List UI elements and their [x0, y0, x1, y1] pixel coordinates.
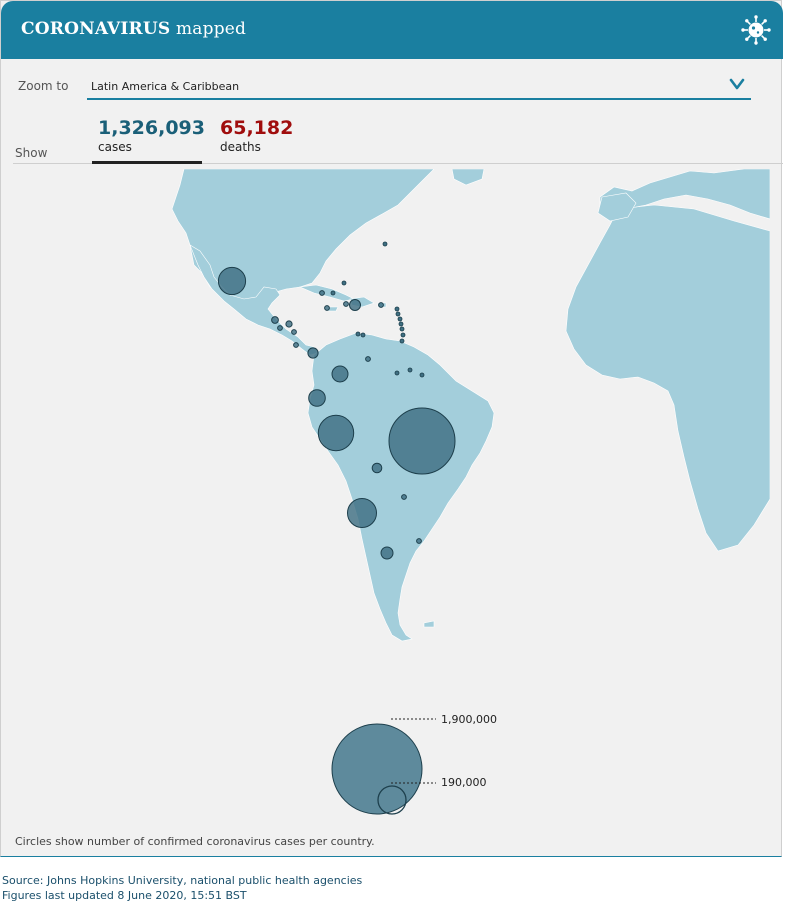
case-bubble-costa-rica[interactable]: [293, 342, 299, 348]
cases-toggle[interactable]: 1,326,093 cases: [98, 117, 205, 154]
virus-icon: [741, 15, 771, 45]
case-bubble-chile[interactable]: [347, 498, 377, 528]
case-bubble-small-island[interactable]: [399, 326, 405, 332]
case-bubble-small-island[interactable]: [355, 331, 361, 337]
case-bubble-small-island[interactable]: [399, 338, 405, 344]
map-note: Circles show number of confirmed coronav…: [15, 835, 375, 848]
deaths-label: deaths: [220, 140, 261, 154]
case-bubble-mexico[interactable]: [217, 266, 247, 296]
source-line: Source: Johns Hopkins University, nation…: [2, 874, 363, 887]
size-legend: [331, 718, 436, 815]
zoom-row: Zoom to Latin America & Caribbean: [15, 71, 751, 100]
legend-label-small: 190,000: [441, 776, 487, 789]
landmass-north-america: [171, 169, 435, 320]
world-map[interactable]: [14, 169, 770, 649]
case-bubble-nicaragua[interactable]: [291, 329, 297, 335]
landmass-greenland: [451, 169, 485, 186]
zoom-selected-region: Latin America & Caribbean: [91, 80, 240, 93]
case-bubble-paraguay[interactable]: [401, 494, 407, 500]
case-bubble-uruguay[interactable]: [416, 538, 422, 544]
legend-label-large: 1,900,000: [441, 713, 497, 726]
case-bubble-jamaica[interactable]: [324, 305, 330, 311]
map-panel: CORONAVIRUS mapped Zoom to Latin America…: [0, 0, 783, 857]
deaths-count: 65,182: [220, 117, 294, 139]
case-bubble-bolivia[interactable]: [371, 462, 383, 474]
case-bubble-honduras[interactable]: [285, 320, 293, 328]
updated-line: Figures last updated 8 June 2020, 15:51 …: [2, 889, 247, 902]
case-bubble-small-island[interactable]: [382, 241, 388, 247]
case-bubble-peru[interactable]: [317, 414, 355, 452]
case-bubble-guatemala[interactable]: [271, 316, 279, 324]
case-bubble-small-island[interactable]: [397, 316, 403, 322]
case-bubble-small-island[interactable]: [419, 372, 425, 378]
cases-label: cases: [98, 140, 132, 154]
legend-circle-large: [331, 723, 423, 815]
case-bubble-small-island[interactable]: [394, 306, 400, 312]
landmass-cuba: [298, 284, 355, 302]
case-bubble-colombia[interactable]: [331, 365, 349, 383]
case-bubble-haiti[interactable]: [343, 301, 349, 307]
bubble-layer: [217, 241, 456, 560]
landmass-south-america: [307, 332, 495, 642]
zoom-dropdown[interactable]: Latin America & Caribbean: [87, 71, 751, 100]
case-bubble-argentina[interactable]: [380, 546, 394, 560]
landmass-central-america: [189, 244, 319, 356]
case-bubble-small-island[interactable]: [330, 290, 336, 296]
case-bubble-dominican-republic[interactable]: [349, 299, 361, 311]
case-bubble-brazil[interactable]: [388, 407, 456, 475]
case-bubble-small-island[interactable]: [395, 311, 401, 317]
source-credits: Source: Johns Hopkins University, nation…: [2, 873, 362, 903]
case-bubble-small-island[interactable]: [341, 280, 347, 286]
header-bar: CORONAVIRUS mapped: [1, 1, 783, 59]
case-bubble-venezuela[interactable]: [365, 356, 371, 362]
case-bubble-el-salvador[interactable]: [277, 325, 283, 331]
landmass-falklands: [423, 620, 435, 628]
stats-divider: [13, 163, 783, 164]
landmass-africa: [565, 204, 770, 552]
case-bubble-puerto-rico[interactable]: [378, 302, 384, 308]
landmass-iberia: [597, 192, 637, 222]
cases-count: 1,326,093: [98, 117, 205, 139]
case-bubble-small-island[interactable]: [407, 367, 413, 373]
chevron-down-icon[interactable]: [729, 77, 745, 91]
case-bubble-small-island[interactable]: [360, 332, 366, 338]
active-tab-indicator: [92, 161, 202, 164]
deaths-toggle[interactable]: 65,182 deaths: [220, 117, 293, 154]
legend-circle-small: [377, 785, 407, 815]
case-bubble-small-island[interactable]: [398, 321, 404, 327]
zoom-label: Zoom to: [18, 79, 69, 93]
case-bubble-small-island[interactable]: [394, 370, 400, 376]
case-bubble-panama[interactable]: [307, 347, 319, 359]
case-bubble-cuba[interactable]: [319, 290, 325, 296]
case-bubble-ecuador[interactable]: [308, 389, 326, 407]
show-label: Show: [15, 146, 48, 160]
header-title: CORONAVIRUS mapped: [21, 19, 247, 39]
case-bubble-small-island[interactable]: [400, 332, 406, 338]
